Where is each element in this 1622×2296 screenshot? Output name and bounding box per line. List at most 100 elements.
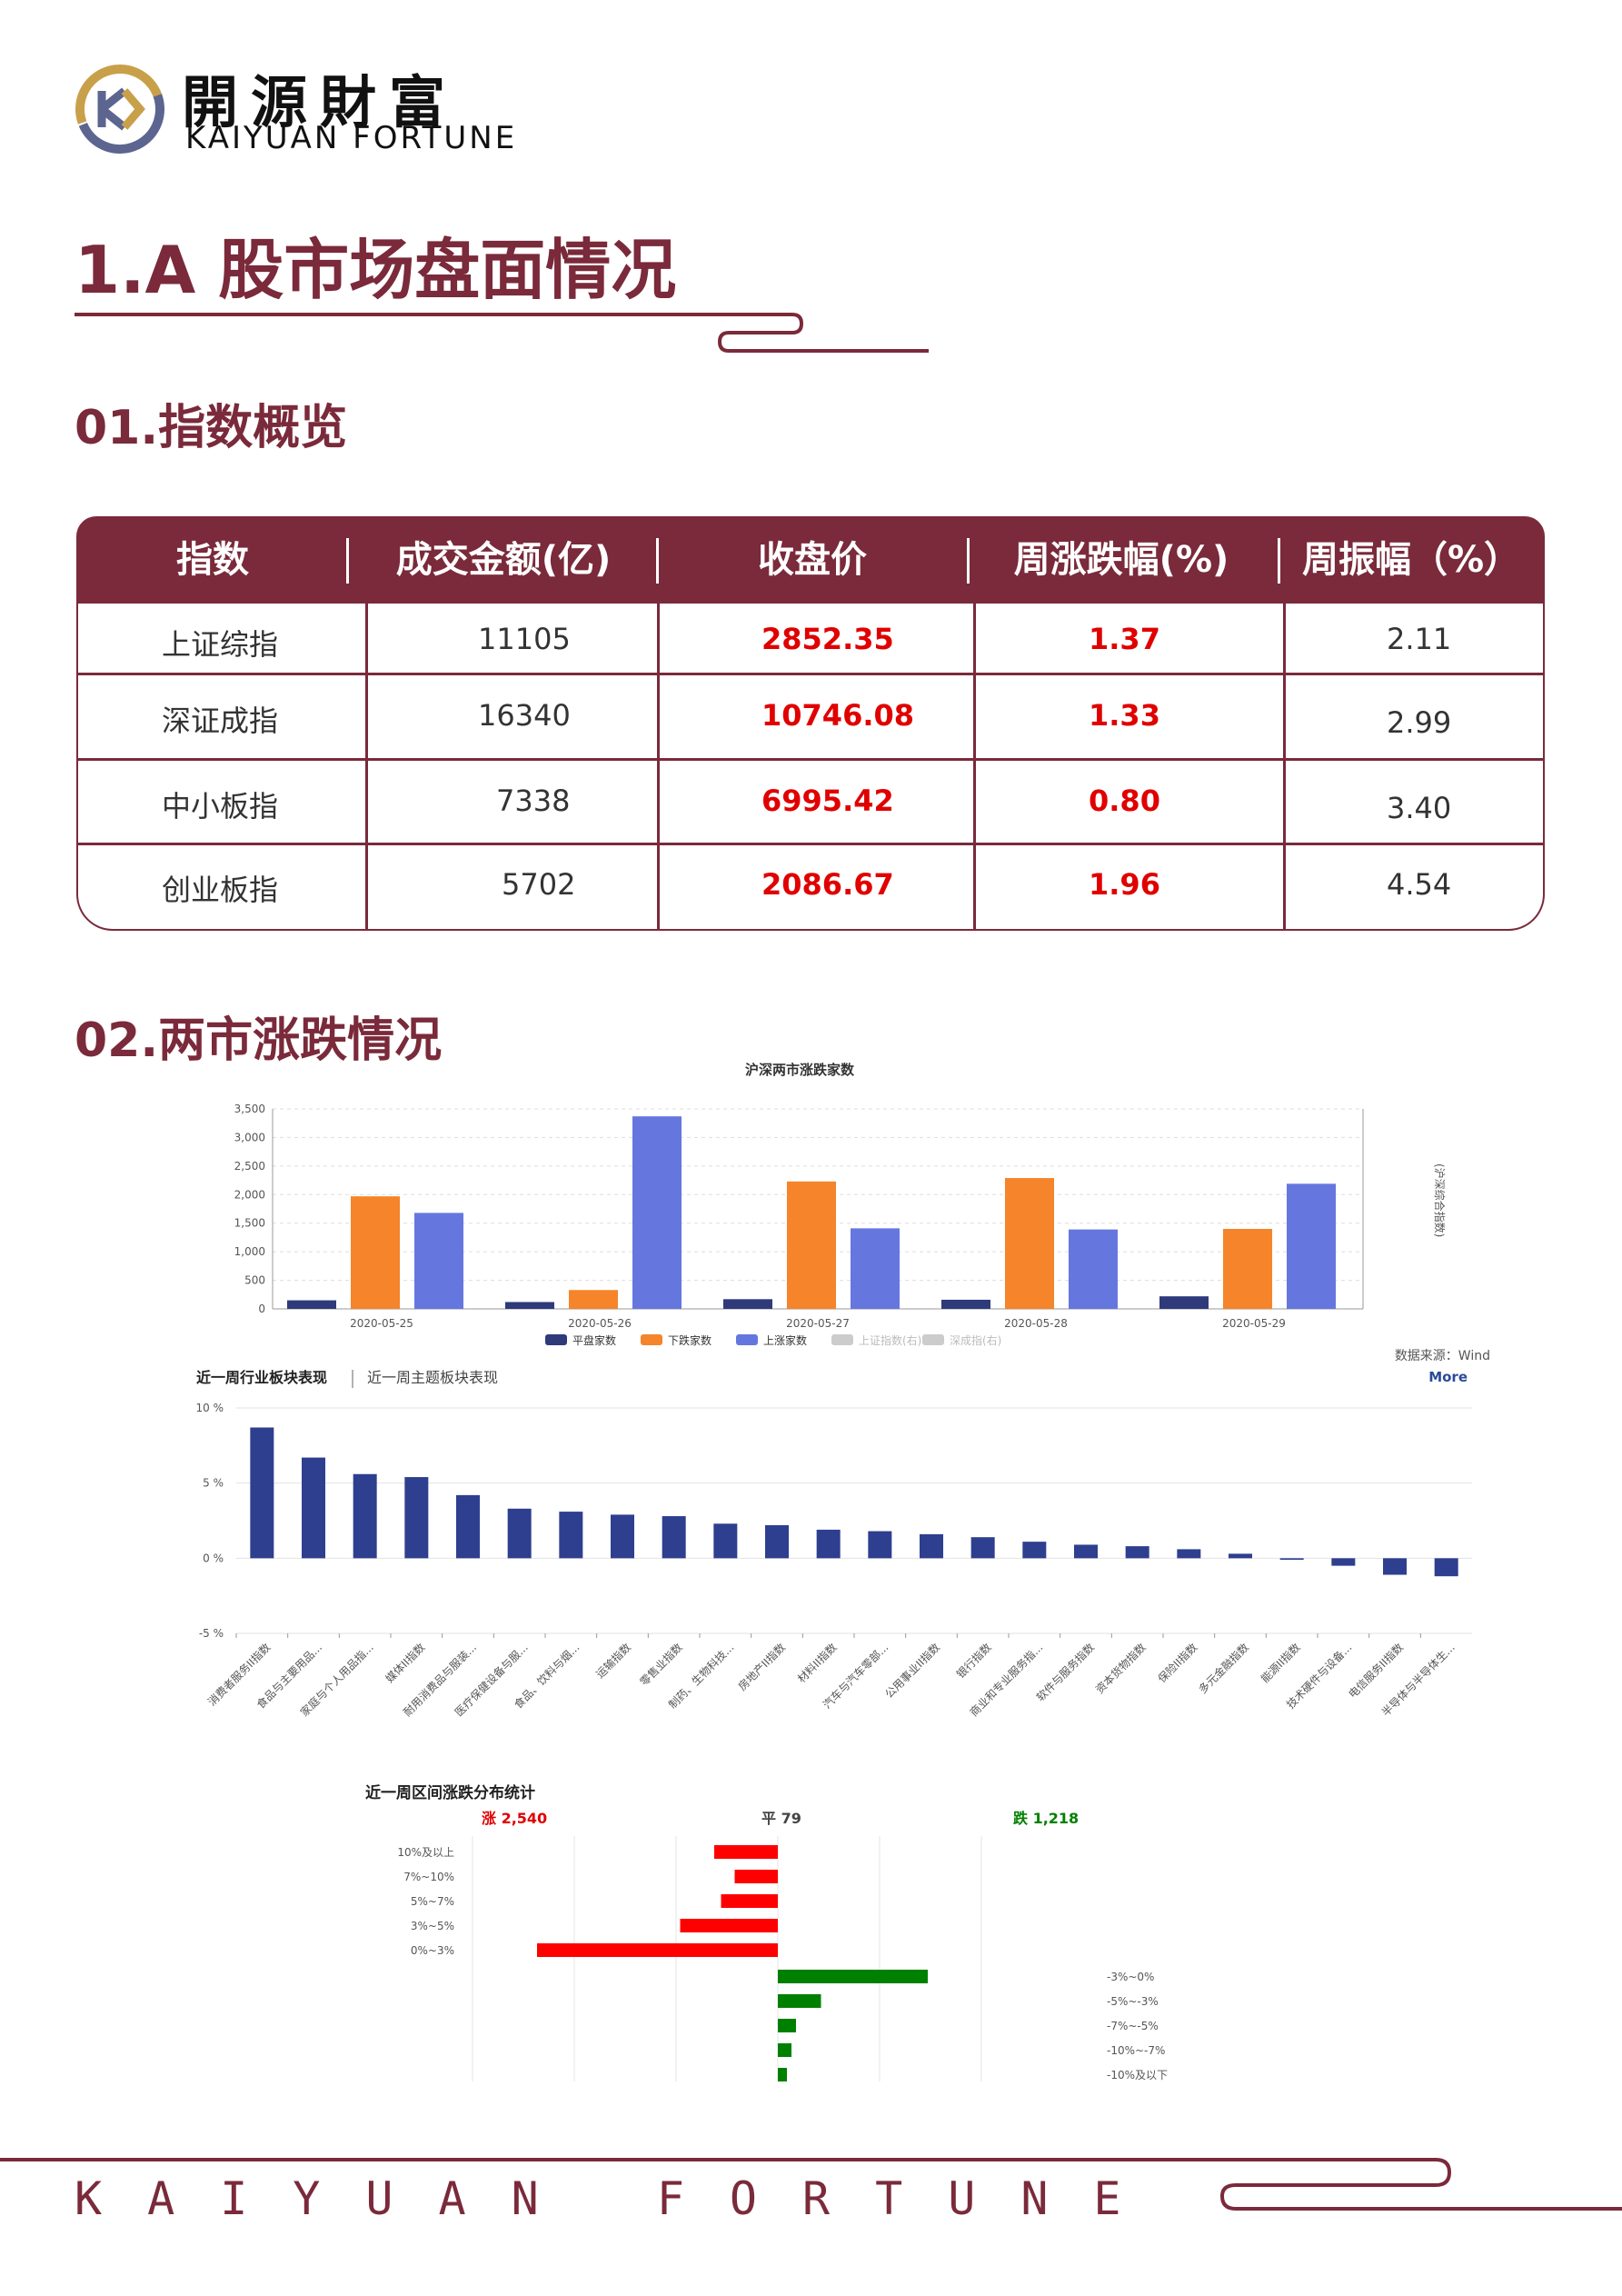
bar	[1125, 1546, 1149, 1559]
bar	[1005, 1178, 1054, 1309]
bar	[287, 1300, 336, 1309]
y-tick-label: 0	[258, 1303, 265, 1315]
bar	[351, 1196, 400, 1309]
legend-label: 上涨家数	[763, 1333, 807, 1347]
bar	[816, 1529, 841, 1559]
x-tick-label: 2020-05-29	[1222, 1317, 1286, 1330]
legend-swatch	[922, 1334, 944, 1345]
bar	[787, 1181, 836, 1309]
bar	[1287, 1183, 1336, 1309]
cell-change: 1.37	[1089, 622, 1160, 656]
bar	[414, 1213, 463, 1309]
y-tick-label: 10%及以上	[397, 1846, 454, 1859]
cell-name: 中小板指	[162, 789, 279, 824]
cell-name: 上证综指	[162, 627, 279, 662]
bar	[611, 1514, 634, 1559]
more-link: More	[1428, 1369, 1468, 1382]
bar	[734, 1870, 778, 1883]
y-tick-label: 1,000	[234, 1245, 265, 1258]
bar	[1074, 1544, 1098, 1559]
bar	[714, 1845, 778, 1859]
x-tick-label: 保险II指数	[1155, 1641, 1200, 1686]
cell-close: 2852.35	[761, 622, 894, 656]
updown-count-chart: 沪深两市涨跌家数 3,500 3,000 2,500 2,000 1,500 1,000 50…	[234, 1062, 1490, 1382]
legend-label: 上证指数(右)	[859, 1333, 921, 1347]
bar	[1279, 1558, 1304, 1560]
y-tick-label: -5 %	[199, 1627, 224, 1640]
bar	[778, 1970, 928, 1983]
x-tick-label: 媒体II指数	[383, 1641, 428, 1686]
bar	[721, 1894, 778, 1908]
bar	[505, 1302, 554, 1309]
x-tick-label: 房地产II指数	[735, 1641, 788, 1693]
bar	[920, 1533, 943, 1559]
y-tick-label: -7%~-5%	[1107, 2020, 1159, 2032]
header-index: 指数	[176, 539, 249, 581]
subsection-index-overview: 01.指数概览	[75, 401, 348, 455]
bar	[778, 2043, 791, 2057]
legend-swatch	[641, 1334, 662, 1345]
cell-change: 1.33	[1089, 698, 1160, 733]
bar	[507, 1508, 532, 1559]
bar	[1434, 1558, 1458, 1577]
right-axis-label: (沪深综合指数)	[1433, 1163, 1447, 1237]
y-tick-label: 1,500	[234, 1217, 265, 1230]
bar	[1159, 1296, 1209, 1309]
x-tick-label: 资本货物指数	[1092, 1641, 1149, 1697]
header-amplitude: 周振幅（%）	[1301, 539, 1521, 581]
bar	[662, 1516, 686, 1559]
bar	[778, 2068, 787, 2081]
y-tick-label: -5%~-3%	[1107, 1995, 1159, 2008]
cell-amount: 7338	[496, 784, 571, 818]
bar	[1383, 1558, 1407, 1575]
y-tick-label: -3%~0%	[1107, 1971, 1154, 1983]
cell-name: 深证成指	[162, 704, 279, 738]
x-tick-label: 运输指数	[593, 1641, 634, 1682]
brand-name-en: KAIYUAN FORTUNE	[185, 120, 518, 156]
bar	[632, 1116, 682, 1309]
bar	[723, 1299, 772, 1309]
chart-title: 近一周区间涨跌分布统计	[365, 1783, 535, 1802]
x-tick-label: 2020-05-27	[786, 1317, 850, 1330]
bar	[941, 1299, 990, 1309]
x-tick-label: 银行指数	[953, 1641, 994, 1682]
y-tick-label: 5%~7%	[411, 1895, 454, 1908]
bar	[1022, 1542, 1047, 1559]
cell-amp: 4.54	[1387, 867, 1452, 902]
cell-close: 2086.67	[761, 867, 894, 902]
x-tick-label: 公用事业II指数	[882, 1641, 943, 1702]
footer-text: KAIYUAN FORTUNE	[75, 2172, 1167, 2225]
brand-name-cn: 開源財富	[182, 69, 459, 135]
bar	[970, 1537, 995, 1559]
header-close: 收盘价	[758, 539, 867, 581]
bar	[353, 1473, 377, 1559]
x-tick-label: 零售业指数	[637, 1641, 685, 1689]
legend-label: 平盘家数	[572, 1333, 616, 1347]
legend-swatch	[831, 1334, 853, 1345]
summary-flat: 平 79	[761, 1810, 801, 1827]
cell-amp: 2.99	[1387, 705, 1452, 740]
bar	[404, 1477, 429, 1559]
x-tick-label: 2020-05-26	[568, 1317, 632, 1330]
bar	[765, 1524, 789, 1559]
legend-label: 下跌家数	[668, 1333, 711, 1347]
x-tick-label: 能源II指数	[1258, 1641, 1303, 1686]
header-amount: 成交金额(亿)	[395, 539, 612, 581]
bar	[250, 1427, 274, 1559]
cell-amp: 3.40	[1387, 791, 1452, 825]
y-tick-label: 7%~10%	[403, 1871, 454, 1883]
summary-down: 跌 1,218	[1013, 1810, 1079, 1827]
kaiyuan-logo-icon	[75, 64, 165, 155]
y-tick-label: -10%及以下	[1107, 2069, 1168, 2081]
bar	[569, 1290, 618, 1309]
y-tick-label: 3%~5%	[411, 1920, 454, 1932]
bar	[1069, 1229, 1118, 1309]
bar	[680, 1919, 778, 1932]
bar	[713, 1523, 738, 1559]
x-tick-label: 材料II指数	[794, 1641, 840, 1686]
bar	[1229, 1553, 1252, 1559]
y-tick-label: 2,500	[234, 1160, 265, 1173]
cell-close: 6995.42	[761, 784, 894, 818]
